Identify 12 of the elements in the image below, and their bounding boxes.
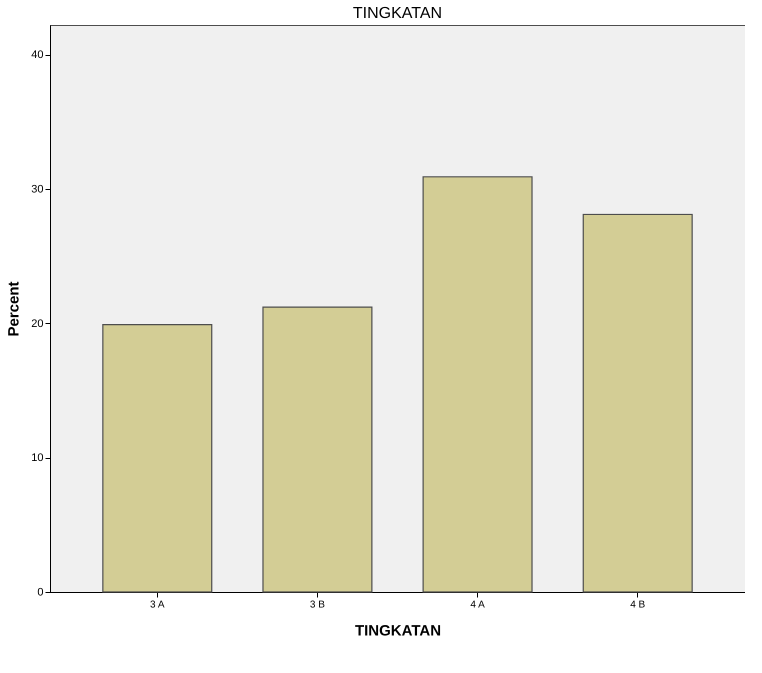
x-tick-label: 3 B — [310, 600, 326, 610]
y-axis-title: Percent — [5, 281, 22, 337]
x-tick-label: 4 A — [470, 600, 486, 610]
x-axis-title: TINGKATAN — [354, 622, 442, 640]
x-tick-label: 3 A — [150, 600, 165, 610]
chart-title: TINGKATAN — [352, 5, 442, 22]
y-tick-label: 20 — [31, 318, 44, 330]
x-tick-label: 4 B — [630, 600, 646, 610]
y-tick-label: 10 — [31, 452, 44, 464]
y-tick-label: 30 — [31, 183, 44, 196]
y-tick-label: 0 — [37, 586, 44, 598]
y-tick-label: 40 — [31, 49, 44, 62]
